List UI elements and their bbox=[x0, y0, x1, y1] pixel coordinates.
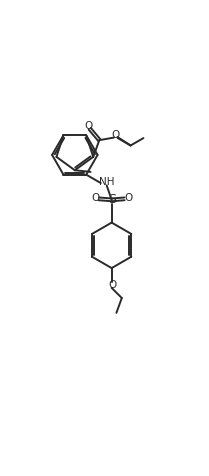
Text: NH: NH bbox=[99, 177, 115, 187]
Text: O: O bbox=[111, 130, 120, 140]
Text: O: O bbox=[124, 193, 132, 203]
Text: O: O bbox=[108, 280, 116, 290]
Text: O: O bbox=[91, 193, 99, 203]
Text: O: O bbox=[85, 121, 93, 131]
Text: S: S bbox=[108, 193, 116, 207]
